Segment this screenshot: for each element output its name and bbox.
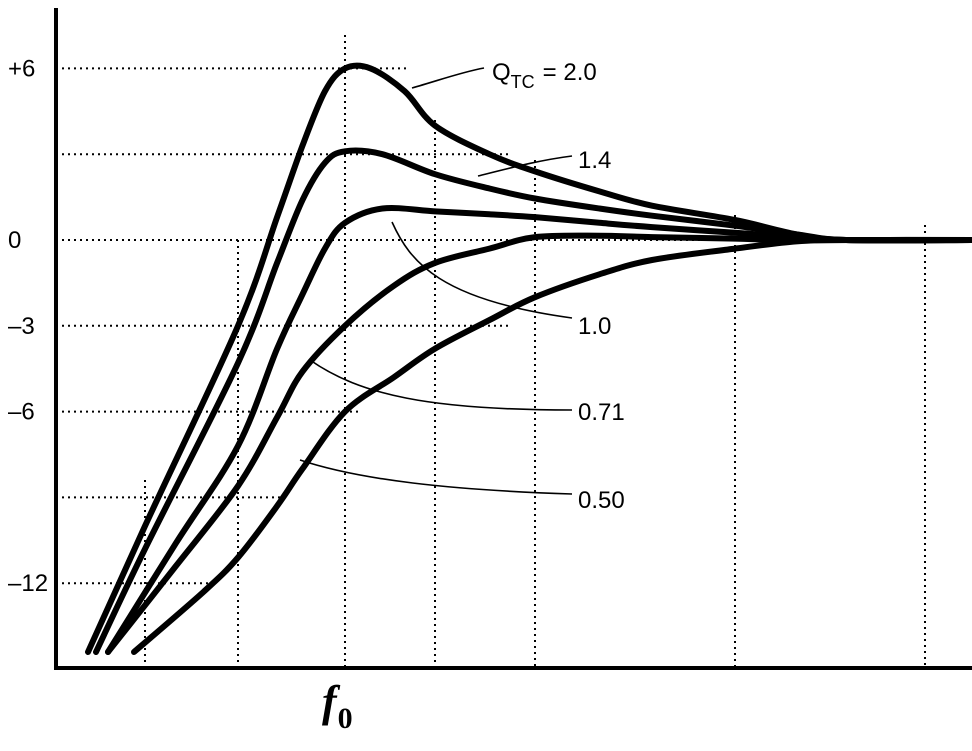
series-value: = 2.0 — [543, 59, 597, 86]
series-label-q-0-50: 0.50 — [578, 487, 625, 514]
label-layer: +6 0 –3 –6 –12 QTC = 2.0 1.4 1.0 0.71 0.50 — [8, 55, 625, 597]
series-label-q-1-0: 1.0 — [578, 313, 611, 340]
leader-line-q-1-0 — [391, 221, 573, 319]
leader-line-q-2-0 — [411, 67, 485, 89]
series-line-q-2-0 — [85, 62, 972, 655]
x-axis-label-subscript: 0 — [338, 702, 353, 735]
y-tick-label: +6 — [8, 55, 35, 82]
x-axis-label-main: f — [322, 677, 341, 726]
y-tick-label: –12 — [8, 570, 48, 597]
leader-line-q-1-4 — [477, 155, 573, 177]
legend-title-subscript: TC — [511, 72, 535, 92]
y-tick-label: 0 — [8, 227, 21, 254]
axes-layer — [54, 8, 972, 670]
series-label-q-1-4: 1.4 — [578, 147, 611, 174]
series-line-q-0-71 — [105, 232, 972, 655]
leader-layer — [299, 67, 573, 495]
series-line-q-1-4 — [93, 147, 972, 655]
y-tick-label: –3 — [8, 313, 35, 340]
y-tick-label: –6 — [8, 399, 35, 426]
x-axis-label: f0 — [322, 677, 353, 735]
leader-line-q-0-50 — [299, 459, 573, 495]
legend-title: Q — [492, 59, 511, 86]
series-line-q-1-0 — [105, 205, 972, 655]
series-line-q-0-50 — [131, 236, 972, 655]
series-label-q-0-71: 0.71 — [578, 399, 625, 426]
series-label-q-2-0: QTC = 2.0 — [492, 59, 597, 92]
leader-line-q-0-71 — [309, 359, 573, 411]
grid-layer — [56, 35, 972, 668]
series-layer — [85, 62, 972, 655]
